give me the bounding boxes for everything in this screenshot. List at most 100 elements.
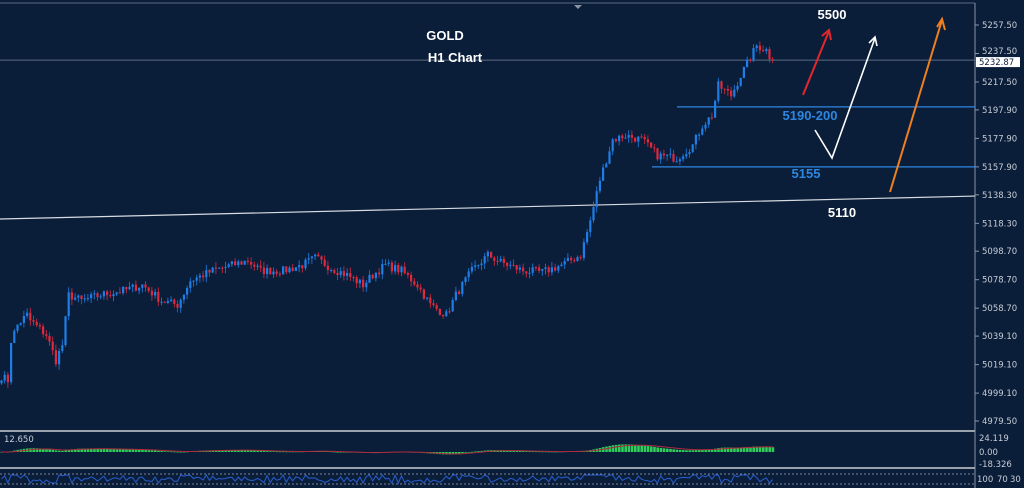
candle-body [208, 270, 211, 273]
candle [550, 262, 553, 276]
candle [189, 277, 192, 293]
macd-histogram-bar [282, 451, 285, 453]
candle-body [378, 272, 381, 275]
candle [29, 307, 32, 326]
candle [512, 259, 515, 267]
candle-body [333, 270, 336, 273]
candle-body [486, 251, 489, 257]
candle [566, 253, 569, 262]
y-tick-label: 4979.50 [982, 417, 1017, 427]
candle-body [384, 263, 387, 265]
candle [202, 270, 205, 282]
macd-histogram-bar [240, 450, 243, 452]
macd-histogram-bar [611, 445, 615, 452]
candle-body [355, 277, 358, 284]
candle [326, 260, 329, 275]
macd-tick-label: 24.119 [979, 434, 1009, 444]
candle [141, 284, 144, 293]
white-v-arrow-icon [814, 35, 878, 160]
macd-histogram-bar [509, 450, 512, 452]
candle-body [656, 148, 659, 160]
candle-body [128, 286, 131, 290]
candle [214, 262, 217, 275]
candle [58, 348, 61, 370]
candle-body [16, 324, 19, 331]
candle [54, 344, 57, 367]
trendline [0, 195, 976, 220]
candle-body [54, 350, 57, 365]
candle [80, 295, 83, 305]
candle-body [189, 281, 192, 288]
candle [467, 268, 470, 282]
candle-body [646, 139, 649, 143]
macd-histogram-bar [230, 450, 234, 452]
candle [758, 41, 761, 55]
macd-histogram-bar [512, 450, 515, 452]
macd-histogram-bar [93, 448, 96, 452]
macd-histogram-bar [141, 449, 144, 452]
chart-subtitle: H1 Chart [428, 50, 483, 65]
oscillator-panel: 100 70 30 [0, 473, 1021, 485]
candle-body [730, 90, 733, 97]
oscillator-tick-label: 70 [997, 475, 1008, 485]
candle-body [205, 270, 208, 278]
candle [650, 142, 653, 149]
candle-body [339, 271, 342, 275]
macd-histogram-bar [608, 445, 611, 452]
y-tick-label: 5177.90 [982, 134, 1017, 144]
candle [294, 266, 297, 271]
candle [285, 266, 288, 275]
macd-histogram-bar [461, 452, 464, 454]
candle [426, 296, 429, 301]
candle [678, 157, 681, 166]
candle-body [157, 291, 160, 302]
candle [592, 201, 595, 223]
candle-body [330, 270, 333, 272]
candle [365, 280, 368, 292]
candle-body [550, 267, 553, 273]
candle-body [42, 326, 45, 335]
macd-histogram-bar [746, 447, 749, 452]
candle [582, 238, 585, 261]
macd-histogram-bar [243, 450, 247, 452]
candle-body [707, 117, 710, 125]
candle-body [563, 261, 566, 265]
candle [544, 263, 547, 275]
macd-histogram-bar [45, 448, 48, 452]
macd-histogram-bar [522, 451, 525, 452]
candle [170, 296, 173, 303]
candle-body [186, 287, 189, 295]
candle-body [48, 335, 51, 342]
candle [403, 262, 406, 275]
candle-body [154, 291, 157, 296]
candle-body [768, 49, 771, 60]
candle-body [710, 117, 713, 119]
candle-body [611, 139, 614, 152]
candle [109, 290, 112, 299]
candle-body [614, 139, 617, 142]
candle [262, 262, 265, 279]
candle [198, 273, 201, 283]
candle [42, 323, 45, 338]
candle-body [115, 292, 118, 295]
candle [502, 255, 505, 268]
candle [614, 138, 617, 143]
oscillator-tick-label: 30 [1010, 475, 1021, 485]
chart-shift-marker[interactable] [574, 5, 582, 9]
macd-histogram-bar [474, 451, 477, 453]
macd-histogram-bar [749, 446, 752, 452]
support1-label: 5155 [792, 166, 821, 181]
candle-body [307, 258, 310, 260]
candle [122, 286, 125, 296]
candle-body [557, 266, 560, 271]
macd-histogram-bar [656, 447, 659, 452]
candle [256, 263, 259, 271]
macd-histogram-bar [480, 450, 483, 452]
candle [714, 99, 717, 119]
candle-body [38, 325, 41, 327]
candle [413, 278, 416, 287]
candle [755, 44, 758, 53]
candle [208, 269, 211, 277]
macd-histogram-bar [755, 446, 759, 452]
